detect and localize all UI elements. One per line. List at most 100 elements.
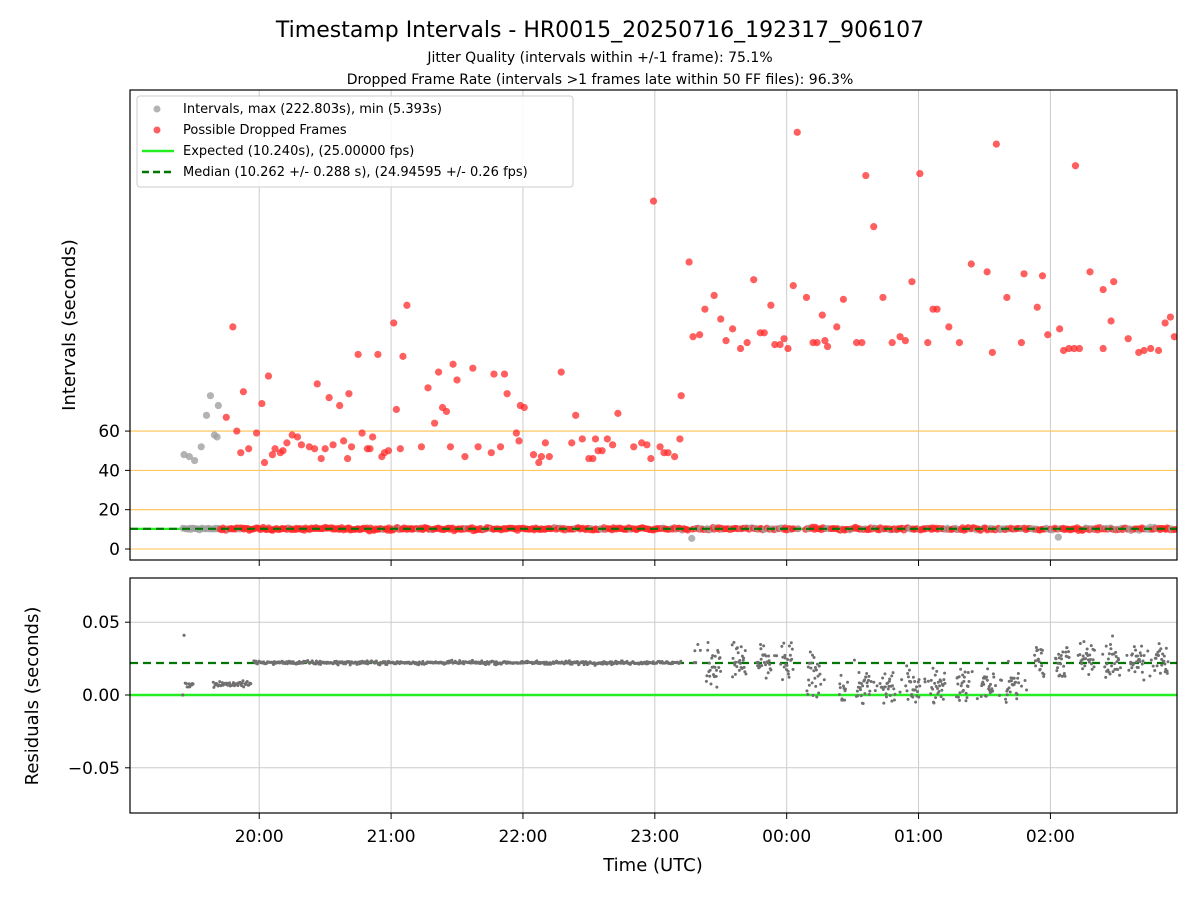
dropped-frame-point — [916, 169, 924, 178]
residual-point — [861, 684, 865, 688]
bottom-x-tick-label: 01:00 — [894, 827, 943, 847]
dropped-frame-point — [442, 407, 451, 416]
residual-point — [884, 692, 888, 696]
residual-point — [868, 689, 872, 693]
residual-point — [1092, 648, 1096, 652]
dropped-frame-point — [776, 340, 784, 349]
residual-point — [679, 659, 683, 663]
dropped-frame-point — [417, 443, 426, 451]
residual-point — [970, 670, 974, 674]
residual-point — [378, 663, 382, 667]
residual-point — [1113, 662, 1117, 666]
residual-point — [759, 647, 763, 651]
residual-point — [935, 669, 939, 673]
residual-point — [958, 691, 962, 695]
top-x-ticks — [258, 560, 1051, 566]
residual-point — [767, 659, 771, 663]
residual-point — [1040, 648, 1044, 652]
dropped-frame-point — [396, 445, 404, 453]
residual-point — [892, 698, 896, 702]
residual-point — [783, 653, 787, 657]
residual-outlier-point — [182, 633, 186, 637]
residual-point — [956, 682, 960, 686]
bottom-y-tick-label: 0.00 — [82, 686, 120, 706]
residual-point — [1142, 678, 1146, 682]
residual-point — [813, 665, 817, 669]
residual-point — [706, 641, 710, 645]
residual-point — [991, 672, 995, 676]
residual-point — [1056, 661, 1060, 665]
residual-point — [791, 667, 795, 671]
residual-point — [781, 655, 785, 659]
residual-point — [1127, 668, 1131, 672]
dropped-frame-point — [717, 315, 725, 323]
dropped-frame-point — [233, 427, 241, 435]
residual-point — [706, 648, 710, 652]
bottom-x-axis-label: Time (UTC) — [602, 855, 703, 876]
residual-point — [856, 694, 860, 698]
residual-point — [228, 681, 232, 685]
residual-point — [1135, 660, 1139, 664]
residual-point — [869, 679, 873, 683]
residual-point — [1088, 658, 1092, 662]
dropped-frame-point — [557, 368, 565, 376]
residual-point — [888, 693, 892, 697]
dropped-frame-point — [1075, 344, 1084, 353]
residual-point — [941, 697, 945, 701]
residual-point — [1133, 670, 1137, 674]
residual-point — [1118, 673, 1122, 677]
dropped-frame-point — [399, 352, 407, 360]
dropped-frame-point — [685, 258, 693, 266]
residual-point — [696, 643, 700, 647]
bottom-panel: −0.05 0.00 0.05 20:00 21:00 22:00 23:00 00:00 0… — [22, 577, 1178, 876]
dropped-frame-point — [424, 384, 432, 392]
dropped-frame-point — [862, 171, 870, 180]
residual-point — [1125, 653, 1129, 657]
dropped-frame-point — [520, 403, 528, 412]
residual-point — [1004, 700, 1008, 704]
residual-point — [900, 678, 904, 682]
dropped-frame-point — [1086, 268, 1094, 276]
residual-point — [492, 660, 496, 664]
residual-point — [334, 659, 338, 663]
residual-point — [867, 674, 871, 678]
bottom-x-tick-label: 00:00 — [762, 827, 811, 847]
dropped-frame-point — [239, 388, 248, 396]
residual-point — [893, 692, 897, 696]
dropped-frame-point — [336, 401, 344, 410]
residual-point — [941, 684, 945, 688]
bottom-y-axis: −0.05 0.00 0.05 — [68, 613, 130, 779]
residual-point — [982, 682, 986, 686]
residual-point — [1005, 693, 1009, 697]
residual-point — [743, 670, 747, 674]
residual-point — [762, 660, 766, 664]
residual-point — [1062, 664, 1066, 668]
residual-point — [788, 653, 792, 657]
residual-point — [1078, 653, 1082, 657]
residual-point — [768, 662, 772, 666]
residual-point — [913, 679, 917, 683]
dropped-frame-point — [390, 319, 398, 327]
residual-point — [938, 684, 942, 688]
residual-point — [242, 685, 246, 689]
residual-point — [807, 683, 811, 687]
residual-point — [890, 684, 894, 688]
residual-point — [1000, 678, 1004, 682]
residual-point — [737, 668, 741, 672]
legend: Intervals, max (222.803s), min (5.393s) … — [136, 95, 574, 188]
top-interval-points — [180, 392, 1062, 542]
dropped-frame-point — [701, 305, 709, 313]
residual-point — [858, 688, 862, 692]
residual-point — [708, 674, 712, 678]
dropped-frame-point — [354, 350, 362, 359]
residual-point — [814, 684, 818, 688]
residual-point — [1042, 672, 1046, 676]
residual-point — [1109, 643, 1113, 647]
residual-point — [1067, 650, 1071, 654]
residual-point — [807, 678, 811, 682]
residual-point — [907, 668, 911, 672]
dropped-frame-point — [676, 435, 684, 443]
dropped-frame-point — [802, 293, 811, 302]
dropped-frame-point — [369, 433, 377, 441]
dropped-frame-point — [343, 454, 352, 463]
